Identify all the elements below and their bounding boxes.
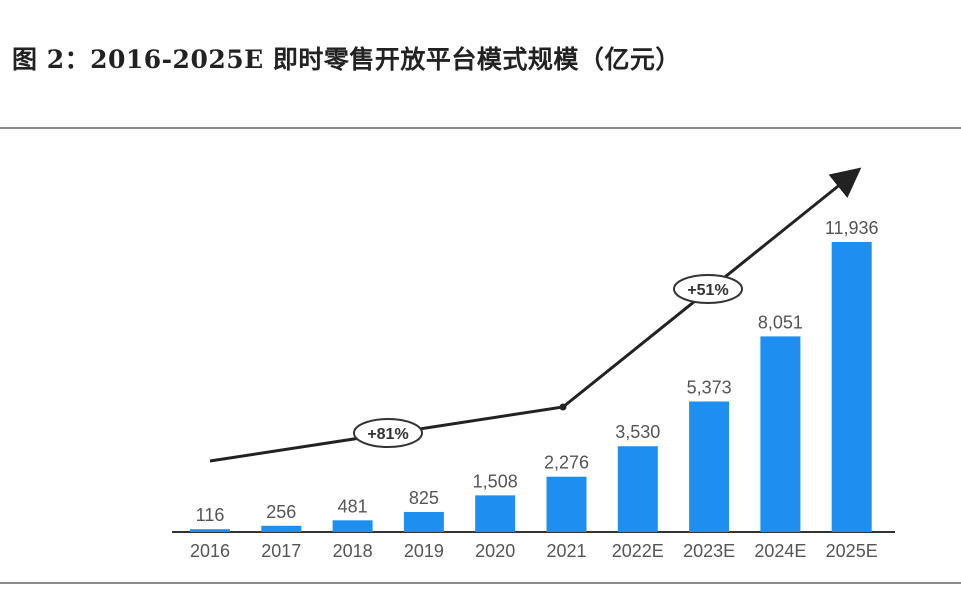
bar-2019 [403, 511, 444, 532]
growth-label: +51% [687, 282, 728, 299]
value-label-2022E: 3,530 [615, 422, 660, 442]
x-tick-label-2020: 2020 [475, 541, 515, 561]
bar-2016 [190, 529, 230, 532]
value-label-2024E: 8,051 [758, 312, 803, 332]
bar-2018 [332, 520, 373, 532]
x-tick-label-2018: 2018 [333, 541, 373, 561]
growth-badge [353, 418, 423, 448]
value-label-2018: 481 [338, 496, 368, 516]
value-label-2017: 256 [266, 502, 296, 522]
bar-2023E [689, 401, 730, 532]
bar-2021 [546, 476, 587, 532]
x-tick-label-2023E: 2023E [683, 541, 735, 561]
bar-2024E [760, 336, 801, 532]
x-tick-label-2017: 2017 [261, 541, 301, 561]
bar-2017 [261, 525, 302, 532]
x-tick-label-2025E: 2025E [826, 541, 878, 561]
x-tick-label-2024E: 2024E [754, 541, 806, 561]
chart-title: 图 2：2016-2025E 即时零售开放平台模式规模（亿元） [12, 45, 681, 74]
value-label-2023E: 5,373 [687, 377, 732, 397]
value-label-2020: 1,508 [473, 471, 518, 491]
value-label-2021: 2,276 [544, 453, 589, 473]
top-rule [0, 127, 961, 129]
bar-2020 [475, 495, 516, 532]
bar-2025E [831, 242, 872, 532]
bar-2022E [617, 446, 658, 532]
x-tick-label-2019: 2019 [404, 541, 444, 561]
growth-badge [673, 274, 743, 304]
trend-arrow [209, 167, 862, 463]
value-label-2019: 825 [409, 488, 439, 508]
bottom-rule [0, 582, 961, 584]
x-tick-label-2021: 2021 [546, 541, 586, 561]
value-label-2025E: 11,936 [825, 218, 879, 238]
value-label-2016: 116 [196, 505, 225, 525]
growth-label: +81% [367, 426, 408, 443]
x-tick-label-2022E: 2022E [612, 541, 664, 561]
trend-joint [559, 403, 567, 411]
x-tick-label-2016: 2016 [190, 541, 230, 561]
